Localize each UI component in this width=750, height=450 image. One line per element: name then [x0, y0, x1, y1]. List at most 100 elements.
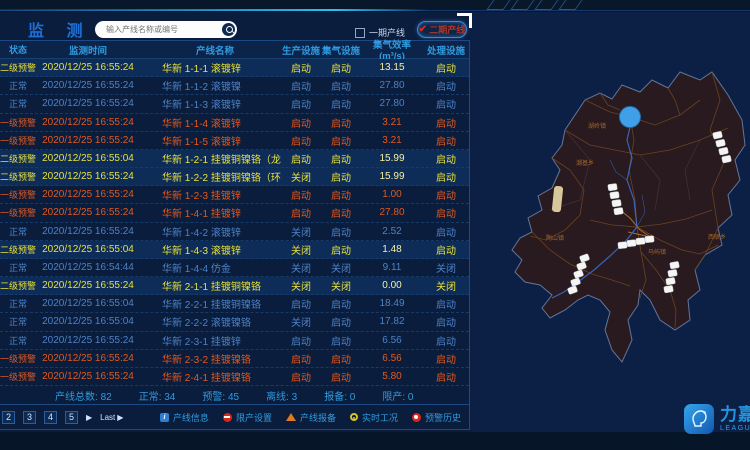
treatment-state: 启动 — [436, 373, 456, 384]
last-page-button[interactable]: Last ▶ — [100, 413, 123, 422]
production-state: 启动 — [291, 209, 311, 221]
triangle-icon — [285, 413, 296, 421]
col-efficiency: 集气效率(m³/s) — [372, 40, 411, 62]
status-badge: 正常 — [8, 317, 27, 328]
production-state: 启动 — [291, 373, 311, 384]
checkbox-unchecked-icon[interactable] — [355, 27, 365, 38]
table-row[interactable]: 正常 2020/12/25 16:54:44 华新 1-4-4 仿金 关闭 关闭… — [0, 259, 469, 278]
expand-corner-icon[interactable] — [457, 13, 472, 28]
table-row[interactable]: 正常 2020/12/25 16:55:24 华新 1-1-3 滚镀锌 启动 启… — [0, 95, 469, 114]
summary-stats-bar: 产线总数82 正常34 预警45 离线3 报备0 限产0 — [0, 386, 469, 404]
page-button[interactable]: 3 — [23, 410, 36, 424]
production-state: 关闭 — [291, 245, 311, 257]
phase1-label: 一期产线 — [369, 28, 406, 38]
table-row[interactable]: 正常 2020/12/25 16:55:04 华新 2-2-1 挂镀铜镍铬 启动… — [0, 295, 469, 314]
table-row[interactable]: 正常 2020/12/25 16:55:24 华新 1-4-2 滚镀锌 关闭 启… — [0, 223, 469, 241]
monitor-time: 2020/12/25 16:55:04 — [42, 243, 134, 255]
production-state: 启动 — [291, 136, 311, 148]
treatment-state: 启动 — [436, 100, 456, 112]
factory-marker-cluster-east[interactable] — [712, 131, 732, 164]
table-row[interactable]: 一级预警 2020/12/25 16:55:24 华新 1-2-3 挂镀锌 启动… — [0, 186, 469, 205]
treatment-state: 启动 — [436, 82, 456, 94]
monitor-time: 2020/12/25 16:55:24 — [42, 334, 134, 346]
monitor-time: 2020/12/25 16:55:24 — [42, 280, 134, 292]
factory-marker-cluster-center[interactable] — [607, 183, 624, 216]
gas-collect-state: 启动 — [331, 191, 351, 203]
status-badge: 正常 — [8, 99, 27, 110]
line-name: 华新 2-3-1 挂镀锌 — [162, 336, 241, 348]
map-town-label: 湖岭镇 — [588, 122, 606, 130]
monitor-time: 2020/12/25 16:55:24 — [42, 98, 134, 110]
table-row[interactable]: 正常 2020/12/25 16:55:04 华新 2-2-2 滚镀镍铬 关闭 … — [0, 313, 469, 332]
monitor-table-panel: 状态 监测时间 产线名称 生产设施 集气设施 集气效率(m³/s) 处理设施 二… — [0, 40, 470, 430]
limit-settings-button[interactable]: 限产设置 — [222, 411, 272, 424]
table-row[interactable]: 一级预警 2020/12/25 16:55:24 华新 2-3-2 挂镀镍铬 启… — [0, 350, 469, 368]
table-row[interactable]: 二级预警 2020/12/25 16:55:24 华新 1-2-2 挂镀铜镍铬（… — [0, 168, 469, 187]
stat-value: 45 — [227, 391, 240, 403]
monitor-time: 2020/12/25 16:55:24 — [42, 352, 134, 364]
table-body: 二级预警 2020/12/25 16:55:24 华新 1-1-1 滚镀锌 启动… — [0, 59, 469, 387]
table-row[interactable]: 一级预警 2020/12/25 16:55:24 华新 1-1-5 滚镀锌 启动… — [0, 132, 469, 150]
col-time: 监测时间 — [68, 45, 107, 57]
table-row[interactable]: 正常 2020/12/25 16:55:24 华新 1-1-2 滚镀镍 启动 启… — [0, 77, 469, 96]
realtime-status-label: 实时工况 — [361, 412, 398, 423]
gas-collect-state: 启动 — [331, 154, 351, 166]
table-row[interactable]: 一级预警 2020/12/25 16:55:24 华新 1-1-4 滚镀锌 启动… — [0, 114, 469, 132]
table-row[interactable]: 二级预警 2020/12/25 16:55:04 华新 1-4-3 滚镀锌 关闭… — [0, 240, 469, 259]
district-internal-boundaries — [549, 129, 701, 211]
page-button[interactable]: 5 — [65, 410, 78, 424]
map-town-label: 西联乡 — [708, 233, 726, 241]
search-button[interactable] — [222, 23, 235, 36]
decor-parallelograms — [486, 0, 587, 10]
line-name: 华新 2-2-1 挂镀铜镍铬 — [162, 300, 261, 312]
table-row[interactable]: 二级预警 2020/12/25 16:55:04 华新 1-2-1 挂镀铜镍铬（… — [0, 149, 469, 169]
treatment-state: 启动 — [436, 300, 456, 312]
gas-collect-state: 启动 — [331, 373, 351, 384]
efficiency-value: 1.48 — [382, 243, 402, 255]
district-map: 湖岭镇 潮基乡 陶山镇 西联乡 马屿镇 — [470, 40, 750, 432]
search-input[interactable] — [104, 24, 222, 35]
monitor-time: 2020/12/25 16:55:24 — [42, 371, 134, 382]
table-row[interactable]: 正常 2020/12/25 16:55:24 华新 2-3-1 挂镀锌 启动 启… — [0, 332, 469, 350]
gas-collect-state: 启动 — [331, 136, 351, 148]
factory-marker-cluster-southeast[interactable] — [663, 261, 680, 294]
treatment-state: 启动 — [436, 354, 456, 366]
efficiency-value: 27.80 — [379, 98, 405, 110]
stat-item: 正常34 — [139, 388, 176, 403]
status-badge: 正常 — [8, 81, 27, 92]
page-button[interactable]: 4 — [44, 410, 57, 424]
table-row[interactable]: 一级预警 2020/12/25 16:55:24 华新 1-4-1 挂镀锌 启动… — [0, 204, 469, 223]
line-name: 华新 1-2-1 挂镀铜镍铬（龙门线） — [162, 154, 281, 166]
line-info-button[interactable]: i 产线信息 — [159, 411, 209, 424]
stat-item: 限产0 — [382, 388, 413, 403]
col-name: 产线名称 — [196, 45, 235, 57]
table-row[interactable]: 一级预警 2020/12/25 16:55:24 华新 2-4-1 挂镀镍铬 启… — [0, 368, 469, 387]
production-state: 关闭 — [291, 282, 311, 294]
table-row[interactable]: 二级预警 2020/12/25 16:55:24 华新 1-1-1 滚镀锌 启动… — [0, 59, 469, 78]
line-report-button[interactable]: 产线报备 — [285, 411, 336, 424]
gas-collect-state: 启动 — [331, 173, 351, 185]
next-page-button[interactable]: ▶ — [86, 412, 93, 422]
gas-collect-state: 启动 — [331, 64, 351, 76]
gas-collect-state: 启动 — [331, 118, 351, 130]
status-badge: 一级预警 — [0, 353, 37, 364]
realtime-status-button[interactable]: 实时工况 — [349, 411, 398, 424]
monitor-time: 2020/12/25 16:55:24 — [42, 171, 134, 183]
efficiency-value: 1.00 — [382, 189, 402, 201]
factory-marker-cluster-south[interactable] — [617, 235, 655, 249]
gas-collect-state: 启动 — [331, 100, 351, 112]
cluster-marker-blue[interactable] — [619, 106, 641, 128]
page-button[interactable]: 2 — [2, 410, 15, 424]
warning-history-button[interactable]: 预警历史 — [411, 411, 461, 424]
factory-marker-cluster-southwest[interactable] — [567, 253, 590, 295]
search-box[interactable] — [95, 21, 237, 38]
stat-item: 预警45 — [202, 388, 239, 403]
accent-line — [0, 9, 430, 11]
limit-settings-label: 限产设置 — [235, 412, 272, 423]
phase1-checkbox[interactable]: 一期产线 — [355, 26, 405, 39]
phase2-toggle-button[interactable]: ✔ 二期产线 — [417, 21, 467, 38]
record-dot-icon — [411, 412, 421, 422]
production-state: 启动 — [291, 64, 311, 76]
table-row[interactable]: 二级预警 2020/12/25 16:55:24 华新 2-1-1 挂镀铜镍铬 … — [0, 277, 469, 296]
efficiency-value: 13.15 — [379, 62, 405, 74]
